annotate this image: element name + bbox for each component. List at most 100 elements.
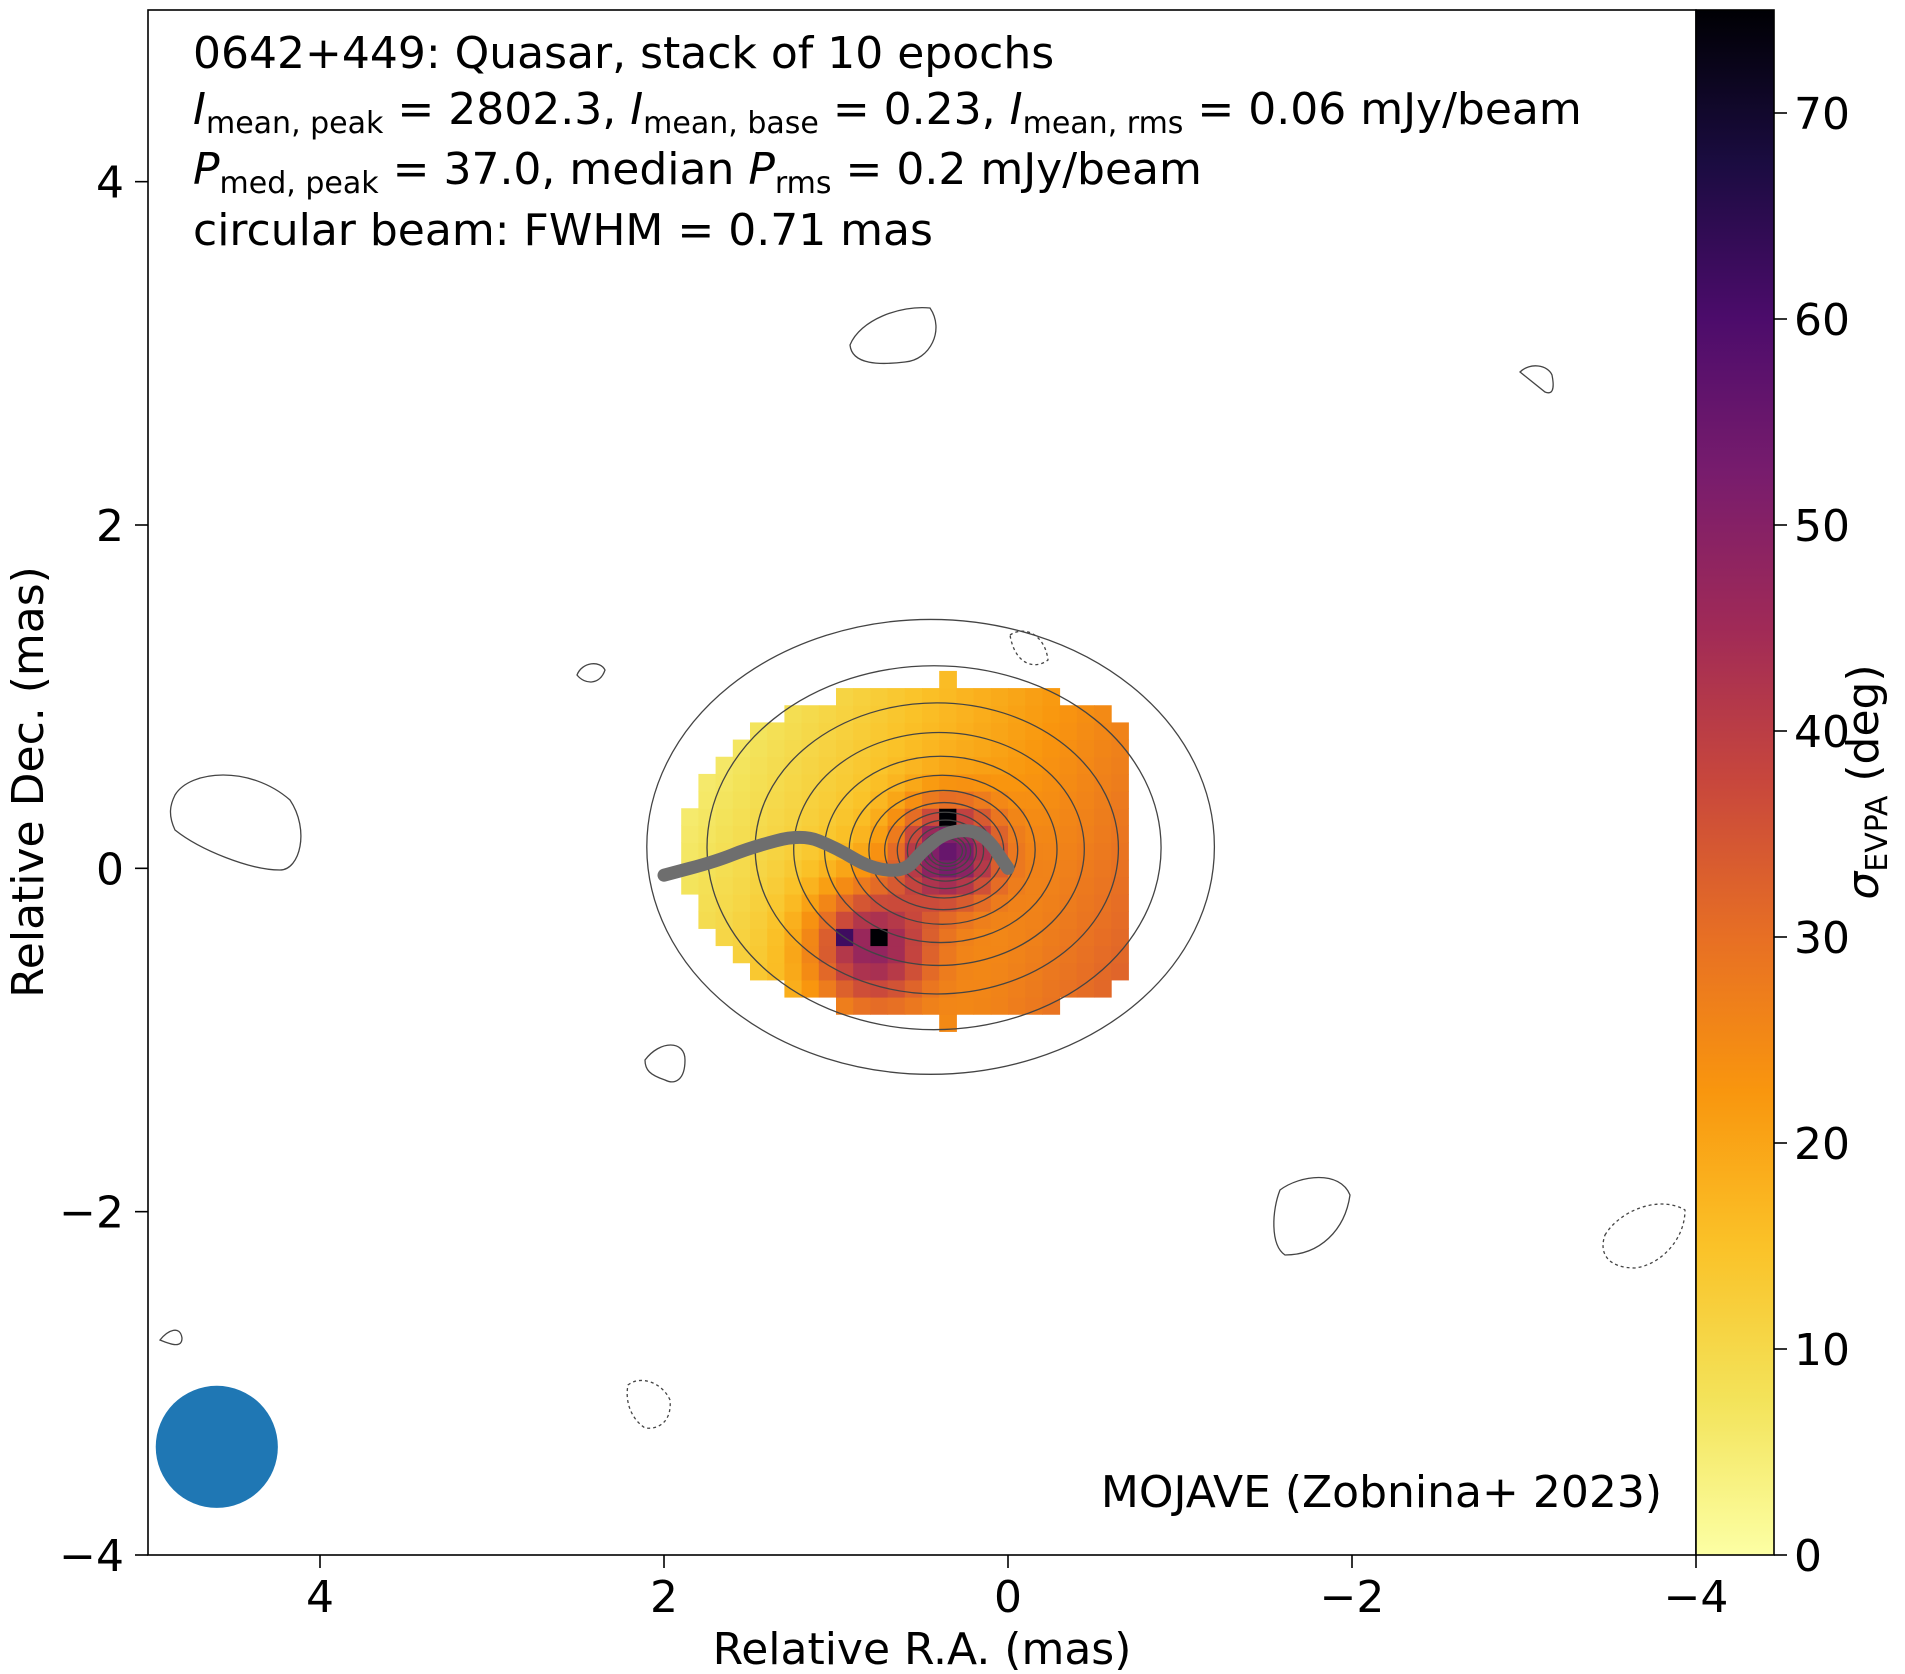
heatmap-pixel: [956, 722, 975, 741]
heatmap-pixel: [836, 945, 854, 964]
heatmap-pixel: [904, 722, 923, 741]
heatmap-pixel: [1025, 791, 1043, 809]
heatmap-pixel: [973, 705, 992, 723]
heatmap-pixel: [1094, 979, 1112, 998]
colorbar-label: σEVPA (deg): [1838, 664, 1895, 899]
heatmap-pixel: [887, 722, 906, 741]
heatmap-pixel: [904, 928, 923, 947]
heatmap-pixel: [939, 1014, 957, 1032]
heatmap-pixel: [973, 962, 992, 981]
x-tick-label: −4: [1664, 1572, 1729, 1623]
heatmap-pixel: [1059, 979, 1078, 998]
heatmap-pixel: [990, 756, 1009, 775]
heatmap-pixel: [853, 825, 871, 844]
heatmap-pixel: [939, 962, 957, 981]
heatmap-pixel: [1076, 945, 1095, 964]
heatmap-pixel: [784, 911, 803, 929]
heatmap-pixel: [887, 739, 906, 758]
heatmap-pixel: [1042, 859, 1061, 878]
heatmap-pixel: [956, 911, 975, 929]
heatmap-pixel: [801, 722, 820, 741]
heatmap-pixel: [750, 859, 768, 878]
heatmap-pixel: [767, 945, 785, 964]
heatmap-pixel: [732, 791, 751, 809]
noise-contour: [1273, 1176, 1351, 1256]
heatmap-pixel: [887, 688, 906, 706]
heatmap-pixel: [767, 911, 785, 929]
heatmap-pixel: [836, 791, 854, 809]
heatmap-pixel: [698, 808, 717, 826]
heatmap-pixel: [715, 756, 734, 775]
heatmap-pixel: [990, 791, 1009, 809]
heatmap-pixel: [1042, 876, 1061, 895]
heatmap-pixel: [922, 722, 940, 741]
heatmap-pixel: [836, 825, 854, 844]
heatmap-pixel: [1059, 808, 1078, 826]
heatmap-pixel: [1008, 894, 1026, 912]
heatmap-pixel: [939, 876, 957, 895]
heatmap-pixel: [870, 962, 889, 981]
heatmap-pixel: [922, 979, 940, 998]
heatmap-pixel: [956, 962, 975, 981]
heatmap-pixel: [1025, 773, 1043, 792]
heatmap-pixel: [1025, 945, 1043, 964]
heatmap-pixel: [732, 859, 751, 878]
heatmap-pixel: [904, 962, 923, 981]
heatmap-pixel: [956, 739, 975, 758]
heatmap-pixel: [801, 756, 820, 775]
heatmap-pixel: [939, 979, 957, 998]
heatmap-pixel: [973, 997, 992, 1015]
heatmap-pixel: [922, 962, 940, 981]
heatmap-pixel: [990, 962, 1009, 981]
intensity-contour: [868, 789, 1019, 911]
heatmap-pixel: [973, 859, 992, 878]
heatmap-pixel: [1059, 842, 1078, 861]
heatmap-pixel: [853, 722, 871, 741]
heatmap-pixel: [990, 876, 1009, 895]
heatmap-pixel: [1008, 825, 1026, 844]
heatmap-pixel: [801, 773, 820, 792]
heatmap-pixel: [732, 911, 751, 929]
heatmap-pixel: [990, 705, 1009, 723]
noise-contour: [576, 663, 606, 683]
heatmap-pixel: [1111, 962, 1129, 981]
heatmap-pixel: [939, 670, 957, 689]
noise-contour: [1009, 630, 1049, 666]
heatmap-pixel: [767, 859, 785, 878]
heatmap-pixel: [853, 997, 871, 1015]
heatmap-pixel: [853, 688, 871, 706]
heatmap-pixel: [1094, 945, 1112, 964]
heatmap-pixel: [853, 911, 871, 929]
heatmap-pixel: [956, 756, 975, 775]
heatmap-pixel: [973, 928, 992, 947]
heatmap-pixel: [922, 688, 940, 706]
heatmap-pixel: [853, 928, 871, 947]
heatmap-pixel: [887, 962, 906, 981]
heatmap-pixel: [1094, 876, 1112, 895]
heatmap-pixel: [870, 756, 889, 775]
heatmap-pixel: [853, 894, 871, 912]
heatmap-pixel: [1025, 705, 1043, 723]
heatmap-pixel: [836, 876, 854, 895]
heatmap-pixel: [784, 876, 803, 895]
heatmap-pixel: [801, 842, 820, 861]
heatmap-pixel: [973, 756, 992, 775]
heatmap-pixel: [973, 722, 992, 741]
heatmap-pixel: [1076, 928, 1095, 947]
heatmap-pixel: [1042, 791, 1061, 809]
intensity-contour: [706, 665, 1162, 1031]
heatmap-pixel: [818, 945, 837, 964]
heatmap-pixel: [870, 876, 889, 895]
heatmap-pixel: [939, 997, 957, 1015]
heatmap-pixel: [922, 739, 940, 758]
heatmap-pixel: [715, 928, 734, 947]
heatmap-pixel: [904, 997, 923, 1015]
heatmap-pixel: [922, 705, 940, 723]
heatmap-pixel: [818, 739, 837, 758]
heatmap-pixel: [870, 945, 889, 964]
heatmap-pixel: [1094, 739, 1112, 758]
heatmap-pixel: [1094, 894, 1112, 912]
heatmap-pixel: [904, 688, 923, 706]
x-axis: 4 2 0 −2 −4: [306, 1555, 1728, 1623]
heatmap-pixel: [801, 876, 820, 895]
